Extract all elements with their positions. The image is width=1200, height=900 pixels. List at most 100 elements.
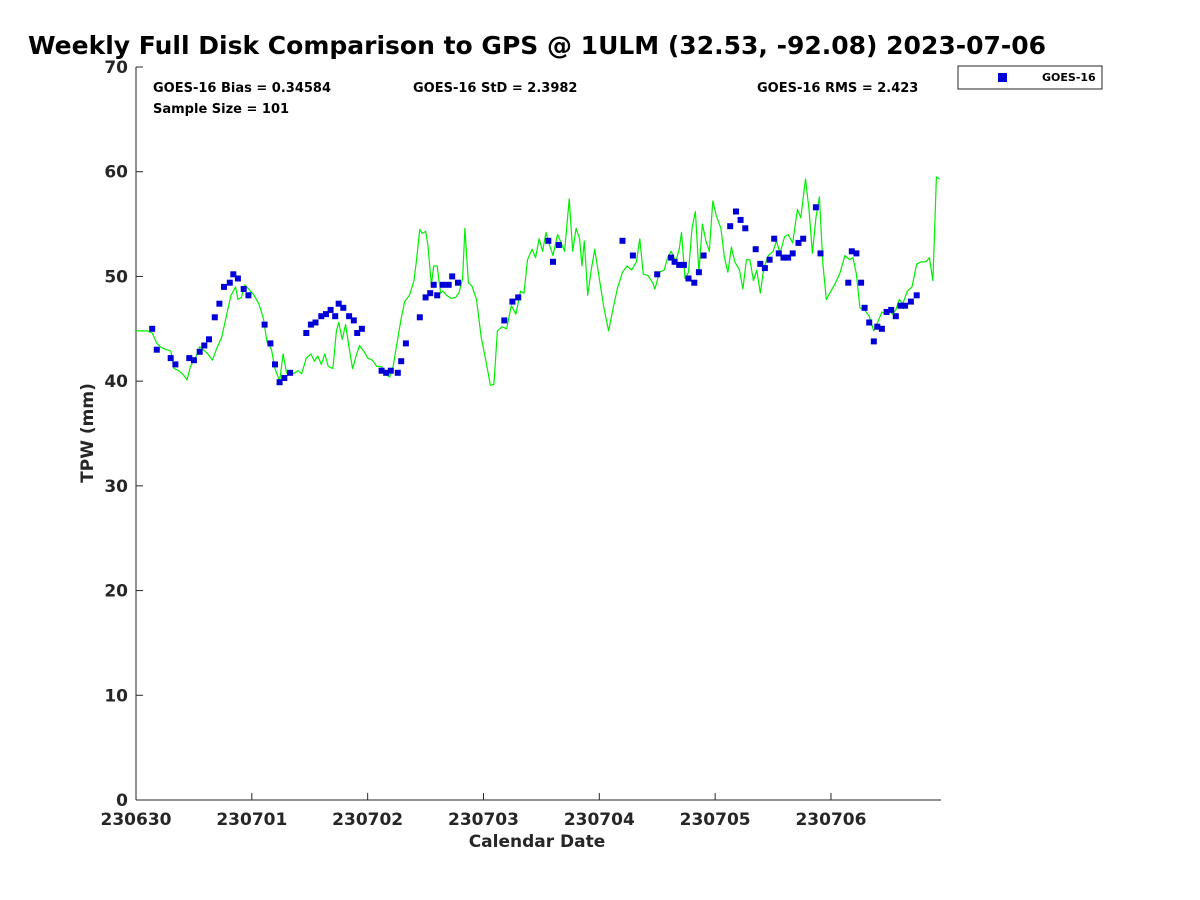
data-point-goes16 [261, 321, 268, 328]
data-point-goes16 [515, 294, 522, 301]
data-point-goes16 [323, 311, 329, 318]
data-point-goes16 [167, 355, 174, 362]
data-point-goes16 [902, 302, 909, 309]
stat-sample-size: Sample Size = 101 [153, 102, 289, 117]
y-tick-label: 0 [116, 791, 128, 811]
chart-title: Weekly Full Disk Comparison to GPS @ 1UL… [28, 31, 1046, 60]
data-point-goes16 [358, 325, 365, 332]
data-point-goes16 [422, 294, 429, 301]
y-axis-label: TPW (mm) [78, 383, 98, 483]
x-tick-label: 230630 [101, 810, 172, 830]
data-point-goes16 [654, 271, 661, 278]
data-point-goes16 [267, 340, 274, 347]
data-point-goes16 [742, 225, 749, 232]
data-point-goes16 [883, 309, 890, 315]
plot-background [136, 67, 941, 800]
data-point-goes16 [733, 208, 739, 215]
data-point-goes16 [387, 367, 394, 374]
data-point-goes16 [676, 261, 683, 268]
data-point-goes16 [186, 355, 193, 362]
x-tick-label: 230705 [680, 810, 751, 830]
data-point-goes16 [398, 358, 405, 365]
data-point-goes16 [332, 313, 339, 320]
data-point-goes16 [149, 325, 156, 332]
series-layer [136, 176, 941, 386]
data-point-goes16 [795, 239, 802, 246]
data-point-goes16 [700, 252, 707, 259]
data-point-goes16 [848, 248, 855, 255]
data-point-goes16 [272, 361, 278, 368]
y-tick-label: 40 [104, 372, 128, 392]
y-tick-label: 20 [104, 582, 128, 602]
y-axis-ticks: 0 10 20 30 40 50 60 70 [104, 58, 143, 811]
data-point-goes16 [201, 342, 208, 349]
y-tick-label: 70 [104, 58, 128, 78]
data-point-goes16 [671, 258, 678, 265]
data-point-goes16 [434, 292, 441, 299]
data-point-goes16 [346, 313, 353, 320]
x-tick-label: 230702 [332, 810, 403, 830]
data-point-goes16 [775, 250, 782, 257]
data-point-goes16 [668, 254, 675, 261]
data-point-goes16 [378, 367, 385, 374]
data-point-goes16 [878, 325, 885, 332]
data-point-goes16 [196, 348, 203, 355]
data-point-goes16 [416, 314, 423, 321]
data-point-goes16 [897, 302, 904, 309]
data-point-goes16 [858, 279, 865, 286]
data-point-goes16 [545, 237, 552, 244]
data-point-goes16 [216, 300, 223, 307]
data-point-goes16 [335, 300, 342, 307]
data-point-goes16 [766, 256, 773, 263]
data-point-goes16 [680, 261, 687, 268]
data-point-goes16 [870, 338, 877, 345]
data-point-goes16 [737, 216, 744, 223]
stat-std: GOES-16 StD = 2.3982 [413, 81, 577, 96]
x-axis-label: Calendar Date [469, 832, 606, 852]
data-point-goes16 [913, 292, 920, 299]
data-point-goes16 [439, 281, 446, 288]
data-point-goes16 [727, 223, 734, 230]
data-point-goes16 [240, 286, 247, 292]
data-point-goes16 [752, 246, 759, 253]
data-point-goes16 [817, 250, 824, 257]
data-point-goes16 [695, 269, 702, 276]
data-point-goes16 [845, 279, 852, 286]
data-point-goes16 [172, 361, 179, 368]
plot-area: 0 10 20 30 40 50 60 70 230630 230701 230702 230703… [101, 58, 941, 830]
data-point-goes16 [221, 283, 227, 290]
y-tick-label: 30 [104, 477, 128, 497]
data-point-goes16 [287, 369, 294, 376]
data-point-goes16 [445, 281, 452, 288]
data-point-goes16 [509, 298, 516, 305]
legend-label-goes16: GOES-16 [1042, 71, 1096, 84]
data-point-goes16 [800, 235, 807, 242]
data-point-goes16 [211, 314, 218, 321]
data-point-goes16 [354, 330, 361, 336]
x-tick-label: 230703 [448, 810, 519, 830]
data-point-goes16 [206, 336, 212, 343]
data-point-goes16 [303, 330, 310, 336]
data-point-goes16 [619, 237, 626, 244]
data-point-goes16 [888, 306, 895, 313]
data-point-goes16 [861, 304, 868, 311]
data-point-goes16 [340, 304, 347, 311]
data-point-goes16 [892, 313, 899, 320]
data-point-goes16 [327, 306, 334, 313]
data-point-goes16 [866, 319, 873, 326]
data-point-goes16 [629, 252, 636, 259]
data-point-goes16 [190, 357, 197, 364]
y-tick-label: 60 [104, 163, 128, 183]
data-point-goes16 [312, 319, 319, 326]
data-point-goes16 [555, 242, 562, 248]
data-point-goes16 [350, 317, 357, 324]
legend-marker-goes16 [998, 73, 1007, 82]
data-point-goes16 [318, 313, 325, 320]
data-point-goes16 [550, 258, 556, 265]
data-point-goes16 [685, 275, 692, 282]
data-point-goes16 [383, 369, 390, 376]
data-point-goes16 [455, 279, 461, 286]
x-tick-label: 230704 [564, 810, 635, 830]
stat-rms: GOES-16 RMS = 2.423 [757, 81, 918, 96]
data-point-goes16 [812, 204, 819, 211]
